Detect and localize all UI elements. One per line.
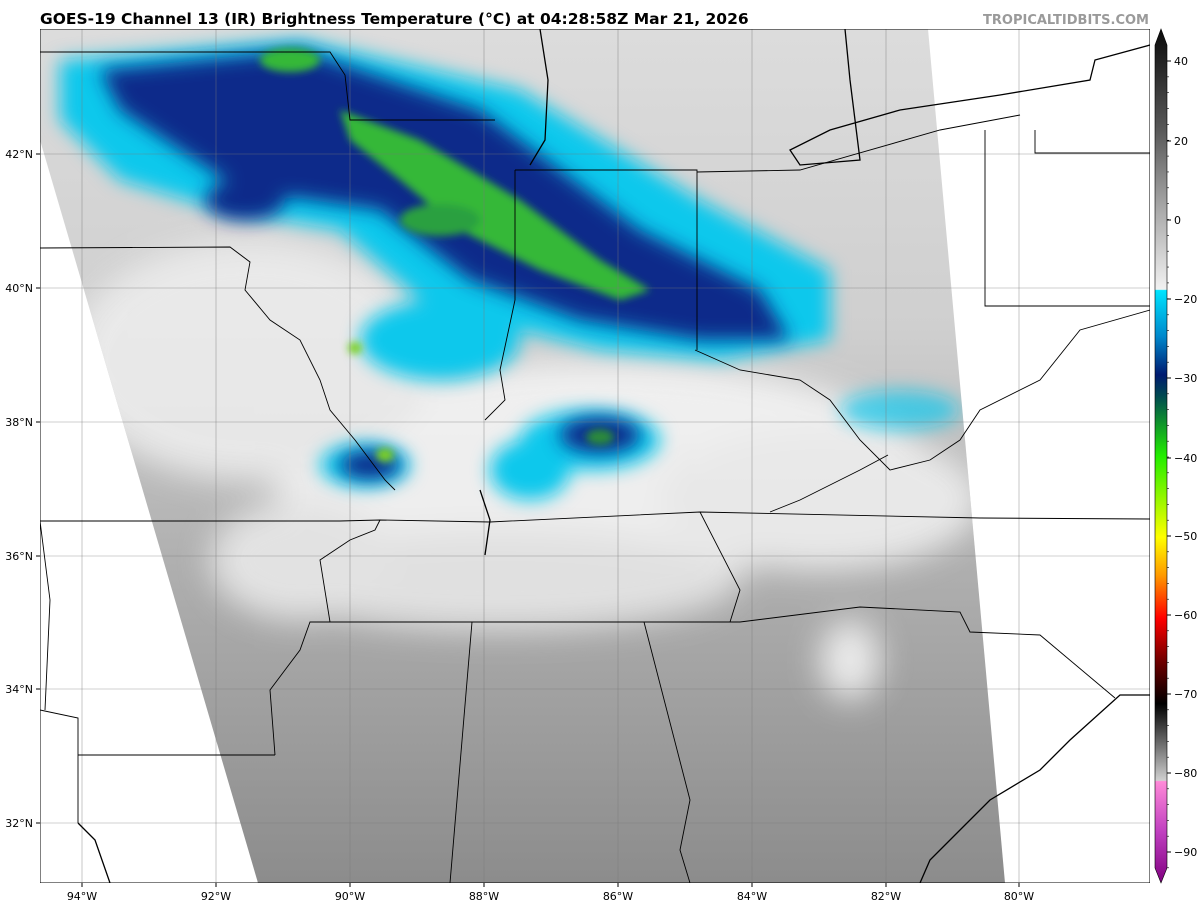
lat-label: 34°N: [5, 683, 33, 696]
lat-label: 38°N: [5, 416, 33, 429]
map: [40, 29, 1150, 883]
lon-label: 82°W: [871, 890, 901, 903]
colorbar-label: 0: [1174, 214, 1181, 227]
colorbar-label: 20: [1174, 135, 1188, 148]
lon-label: 94°W: [67, 890, 97, 903]
colorbar-label: −50: [1174, 530, 1197, 543]
lat-label: 42°N: [5, 148, 33, 161]
borders: [40, 29, 1150, 883]
satellite-swath: [40, 29, 1005, 883]
lat-label: 36°N: [5, 550, 33, 563]
lon-label: 80°W: [1004, 890, 1034, 903]
graticule: [40, 29, 1150, 883]
title: GOES-19 Channel 13 (IR) Brightness Tempe…: [40, 10, 749, 28]
lon-label: 88°W: [469, 890, 499, 903]
colorbar-label: −60: [1174, 609, 1197, 622]
colorbar-label: −30: [1174, 372, 1197, 385]
colorbar-label: −90: [1174, 846, 1197, 859]
lat-label: 32°N: [5, 817, 33, 830]
colorbar-label: −20: [1174, 293, 1197, 306]
lon-label: 86°W: [603, 890, 633, 903]
lat-label: 40°N: [5, 282, 33, 295]
lon-label: 84°W: [737, 890, 767, 903]
lon-label: 90°W: [335, 890, 365, 903]
lon-label: 92°W: [201, 890, 231, 903]
colorbar: [1154, 28, 1168, 884]
watermark: TROPICALTIDBITS.COM: [983, 13, 1149, 28]
colorbar-label: −80: [1174, 767, 1197, 780]
labels: 42°N 40°N 38°N 36°N 34°N 32°N 94°W 92°W 90°W 88°W…: [5, 55, 1197, 903]
colorbar-label: −70: [1174, 688, 1197, 701]
colorbar-label: 40: [1174, 55, 1188, 68]
colorbar-label: −40: [1174, 452, 1197, 465]
colorbar-bar: [1154, 28, 1168, 884]
